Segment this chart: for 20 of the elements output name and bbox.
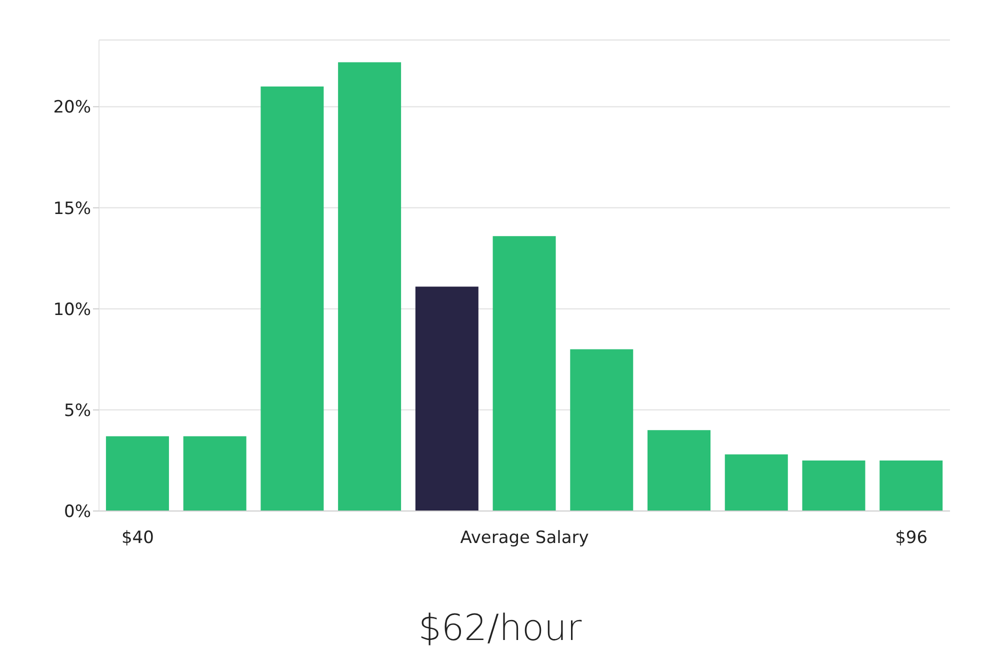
bar [183,436,246,511]
y-tick-label: 10% [53,300,91,320]
y-tick-label: 5% [64,400,91,421]
bar [724,454,788,511]
bar [338,62,402,511]
bar [492,236,556,511]
bar [260,86,324,511]
bar [570,349,634,511]
bar [106,436,169,511]
bar [802,460,866,511]
x-tick-label: $96 [895,528,928,548]
x-tick-label: Average Salary [460,528,589,548]
bar [648,430,711,511]
bar [415,286,478,511]
text: $62/hour [417,608,583,649]
y-tick-label: 20% [53,98,91,118]
y-tick-label: 0% [64,502,91,522]
x-tick-label: $40 [121,528,154,548]
y-tick-label: 15% [53,198,91,219]
bar [880,460,943,511]
